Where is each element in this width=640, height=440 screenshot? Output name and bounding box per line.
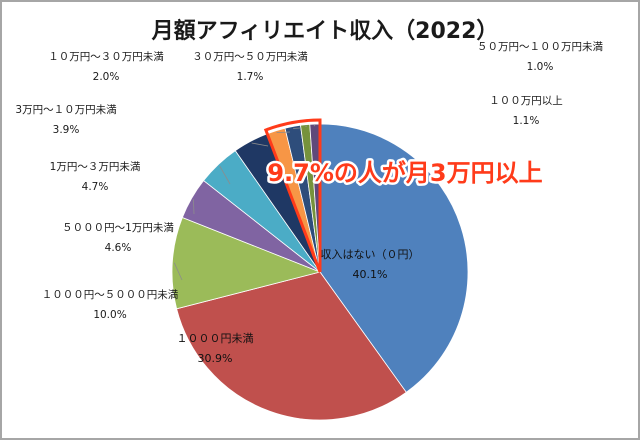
slice-label-4: 1万円～３万円未満 xyxy=(50,161,141,173)
slice-value-4: 4.7% xyxy=(82,181,109,193)
slice-value-8: 1.0% xyxy=(527,61,554,73)
pie-slice-1 xyxy=(176,271,407,421)
leader-line-5 xyxy=(251,142,269,147)
leader-line-2 xyxy=(173,262,183,281)
callout-annotation: 9.7%の人が月3万円以上 xyxy=(267,159,542,187)
slice-label-6: １０万円～３０万円未満 xyxy=(48,51,164,63)
leader-line-7 xyxy=(293,127,301,129)
slice-labels: 収入はない（０円） 40.1% １０００円未満 30.9% １０００円～５０００円未満 1… xyxy=(15,41,603,365)
slice-value-9: 1.1% xyxy=(513,115,540,127)
leader-line-4 xyxy=(219,165,231,185)
highlight-outline xyxy=(263,118,322,273)
leader-line-8 xyxy=(305,125,308,128)
slice-value-6: 2.0% xyxy=(93,71,120,83)
slice-label-2: １０００円～５０００円未満 xyxy=(42,289,179,301)
highlight-wedge xyxy=(263,118,322,273)
slice-value-3: 4.6% xyxy=(105,242,132,254)
slice-value-7: 1.7% xyxy=(237,71,264,83)
pie-slice-2 xyxy=(171,217,322,310)
slice-value-1: 30.9% xyxy=(198,352,233,365)
leader-line-3 xyxy=(193,199,195,215)
leader-line-9 xyxy=(313,124,316,127)
slice-label-3: ５０００円～1万円未満 xyxy=(62,222,174,234)
slice-label-0: 収入はない（０円） xyxy=(321,248,420,261)
slice-label-1: １０００円未満 xyxy=(177,332,254,345)
slice-value-2: 10.0% xyxy=(93,309,126,321)
slice-value-5: 3.9% xyxy=(53,124,80,136)
slice-label-7: ３０万円～５０万円未満 xyxy=(192,51,308,63)
slice-label-9: １００万円以上 xyxy=(489,95,563,107)
slice-value-0: 40.1% xyxy=(353,268,388,281)
leader-lines xyxy=(173,124,316,281)
pie-slice-0 xyxy=(319,123,469,393)
slice-label-5: 3万円～１０万円未満 xyxy=(15,104,117,116)
slice-label-8: ５０万円～１００万円未満 xyxy=(477,41,603,53)
leader-line-6 xyxy=(276,131,291,133)
chart-title: 月額アフィリエイト収入（2022） xyxy=(151,18,499,44)
